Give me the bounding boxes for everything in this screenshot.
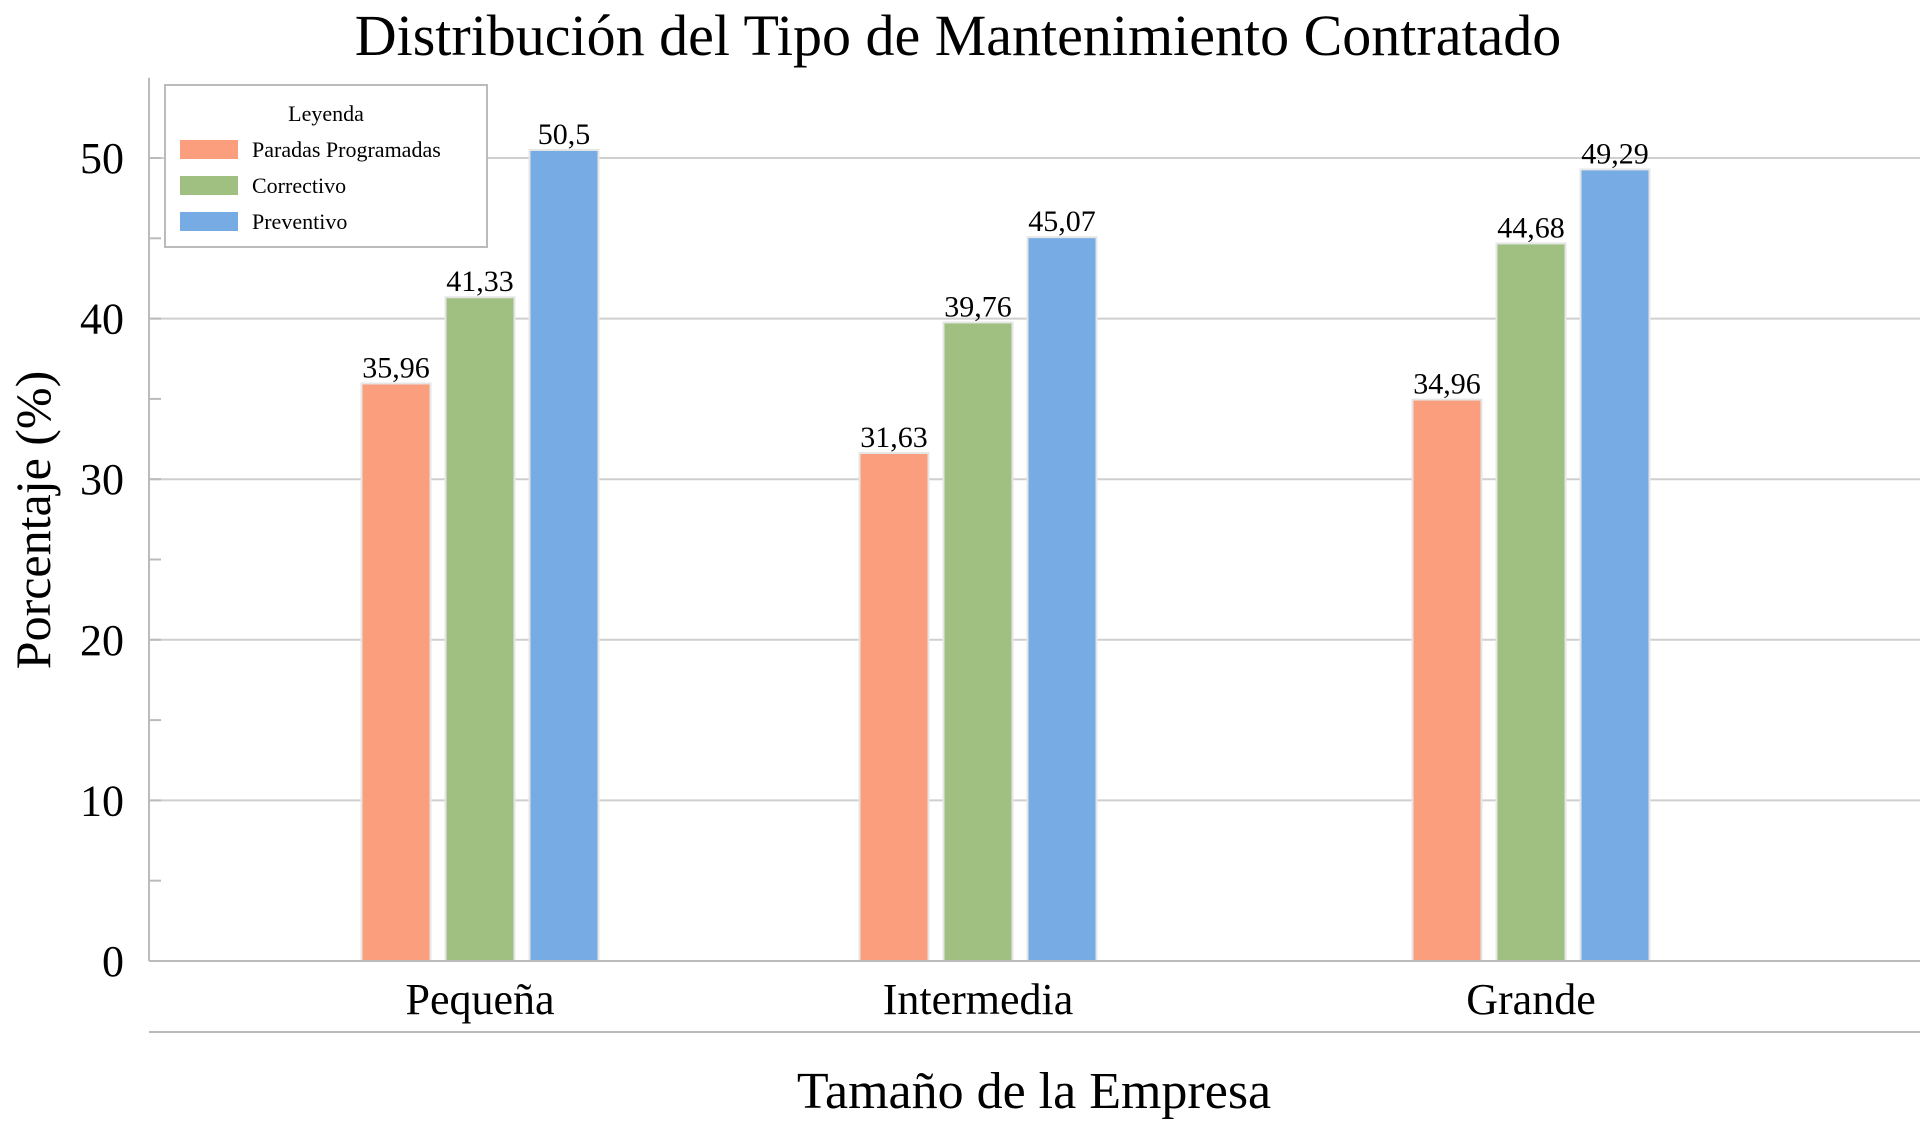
x-tick-label: Pequeña [405, 975, 554, 1024]
bar [528, 148, 600, 963]
axes: 0 10 20 30 40 50 Pequeña Intermedia Grande [80, 77, 1920, 1033]
x-axis-label: Tamaño de la Empresa [797, 1063, 1271, 1120]
data-label: 41,33 [446, 265, 514, 298]
legend-label: Correctivo [252, 173, 346, 198]
y-tick-label: 50 [80, 134, 124, 183]
y-tick-label: 40 [80, 295, 124, 344]
legend-swatch [180, 140, 238, 159]
y-tick-label: 0 [102, 937, 124, 986]
bar [360, 382, 432, 962]
y-tick-label: 10 [80, 776, 124, 825]
data-label: 44,68 [1497, 211, 1565, 244]
bar [858, 452, 930, 962]
legend: Leyenda Paradas Programadas Correctivo Pre… [164, 84, 488, 248]
y-tick-label: 30 [80, 455, 124, 504]
bar [444, 296, 516, 963]
legend-label: Paradas Programadas [252, 137, 441, 162]
data-label: 50,5 [538, 118, 591, 151]
data-label: 45,07 [1028, 205, 1096, 238]
x-tick-label: Intermedia [883, 975, 1074, 1024]
data-label: 31,63 [860, 421, 928, 454]
legend-swatch [180, 176, 238, 195]
data-label: 35,96 [362, 351, 430, 384]
bars: 35,96 41,33 50,5 31,63 39,76 45,07 34,96 44,68 4… [360, 118, 1651, 963]
bar [1579, 168, 1651, 963]
bar [1026, 236, 1098, 963]
bar [1411, 398, 1483, 962]
chart-title: Distribución del Tipo de Mantenimiento C… [355, 3, 1562, 68]
legend-title: Leyenda [288, 101, 364, 126]
bar [1495, 242, 1567, 962]
bar [942, 321, 1014, 962]
data-label: 34,96 [1413, 368, 1481, 401]
y-tick-label: 20 [80, 616, 124, 665]
y-axis-label: Porcentaje (%) [5, 371, 61, 669]
data-label: 49,29 [1581, 137, 1649, 170]
data-label: 39,76 [944, 290, 1012, 323]
legend-swatch [180, 212, 238, 231]
x-tick-label: Grande [1466, 975, 1596, 1024]
legend-label: Preventivo [252, 209, 347, 234]
